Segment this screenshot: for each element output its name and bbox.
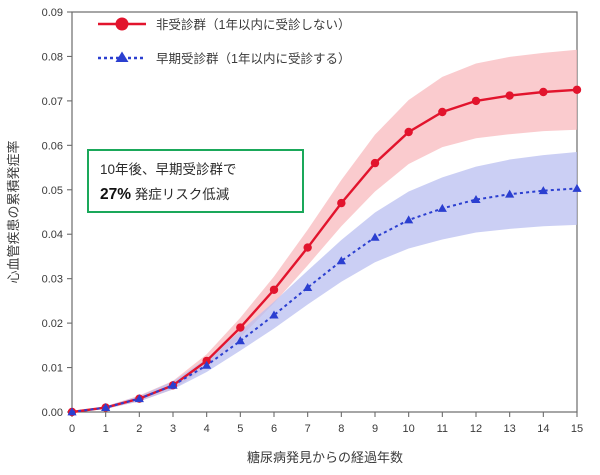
annotation-box: 10年後、早期受診群で 27% 発症リスク低減: [87, 149, 304, 213]
y-tick-label: 0.08: [42, 51, 63, 63]
y-axis-title: 心血管疾患の累積発症率: [6, 140, 21, 283]
data-point-non-visit: [404, 127, 413, 137]
y-tick-label: 0.02: [42, 318, 63, 330]
data-point-early-visit: [471, 194, 481, 203]
confidence-band-early-visit: [72, 152, 577, 412]
y-tick-label: 0.06: [42, 140, 63, 152]
annotation-percent: 27%: [100, 186, 131, 203]
data-point-non-visit: [505, 91, 514, 100]
data-point-early-visit: [572, 183, 582, 192]
data-point-early-visit: [168, 380, 178, 389]
legend-label-early-visit: 早期受診群（1年以内に受診する）: [156, 51, 350, 66]
data-point-non-visit: [269, 285, 279, 294]
x-tick-label: 5: [237, 423, 243, 435]
legend-marker-early-visit: [115, 51, 129, 62]
x-tick-label: 4: [204, 423, 210, 435]
data-point-non-visit: [337, 198, 346, 208]
x-tick-label: 13: [504, 423, 516, 435]
x-tick-label: 12: [470, 423, 482, 435]
y-tick-label: 0.03: [42, 274, 63, 286]
series-lines: [67, 85, 582, 417]
data-point-non-visit: [539, 87, 548, 97]
annotation-risk-text: 発症リスク低減: [131, 186, 230, 202]
legend: 非受診群（1年以内に受診しない） 早期受診群（1年以内に受診する）: [98, 17, 350, 66]
data-point-early-visit: [505, 189, 515, 198]
x-tick-label: 11: [437, 423, 448, 435]
data-point-early-visit: [303, 282, 313, 291]
x-tick-label: 7: [305, 423, 311, 435]
line-early-visit: [71, 187, 578, 413]
data-point-early-visit: [235, 336, 245, 345]
data-point-non-visit: [370, 158, 380, 168]
data-point-non-visit: [236, 323, 245, 332]
data-point-early-visit: [370, 232, 380, 241]
y-tick-label: 0.01: [42, 363, 63, 375]
data-point-early-visit: [437, 203, 447, 212]
data-point-early-visit: [134, 394, 144, 403]
data-point-non-visit: [572, 85, 582, 94]
data-point-non-visit: [471, 96, 481, 106]
confidence-band-non-visit: [72, 49, 577, 412]
x-tick-label: 3: [170, 423, 176, 435]
x-tick-label: 1: [103, 423, 109, 435]
x-tick-label: 14: [537, 423, 549, 435]
x-tick-label: 9: [372, 423, 378, 435]
data-point-early-visit: [538, 186, 548, 195]
legend-label-non-visit: 非受診群（1年以内に受診しない）: [156, 17, 350, 32]
annotation-line-2: 27% 発症リスク低減: [100, 186, 230, 203]
data-point-non-visit: [438, 107, 447, 117]
y-tick-label: 0.09: [42, 7, 63, 19]
confidence-bands: [72, 49, 577, 412]
x-tick-label: 6: [271, 423, 277, 435]
data-point-early-visit: [269, 310, 279, 319]
annotation-border: [87, 149, 304, 213]
x-tick-label: 2: [136, 423, 142, 435]
x-tick-label: 10: [403, 423, 415, 435]
data-point-early-visit: [336, 256, 346, 265]
x-tick-label: 15: [571, 423, 583, 435]
data-point-early-visit: [67, 407, 77, 416]
y-tick-label: 0.00: [42, 407, 63, 419]
x-axis-ticks: 0 1 2 3 4 5 6 7 8 9 10 11 12 13 14 15: [69, 412, 583, 435]
y-tick-label: 0.05: [42, 185, 63, 197]
data-point-early-visit: [404, 215, 414, 224]
x-tick-label: 8: [338, 423, 344, 435]
y-tick-label: 0.07: [42, 96, 63, 108]
annotation-line-1: 10年後、早期受診群で: [100, 162, 237, 177]
data-point-early-visit: [202, 360, 212, 369]
y-tick-label: 0.04: [42, 229, 63, 241]
legend-marker-non-visit: [115, 17, 129, 31]
x-tick-label: 0: [69, 423, 75, 435]
data-point-early-visit: [101, 402, 111, 411]
data-point-non-visit: [303, 243, 312, 252]
y-axis-ticks: 0.00 0.01 0.02 0.03 0.04 0.05 0.06 0.07 0.08 0.09: [42, 7, 72, 419]
x-axis-title: 糖尿病発見からの経過年数: [247, 450, 403, 465]
